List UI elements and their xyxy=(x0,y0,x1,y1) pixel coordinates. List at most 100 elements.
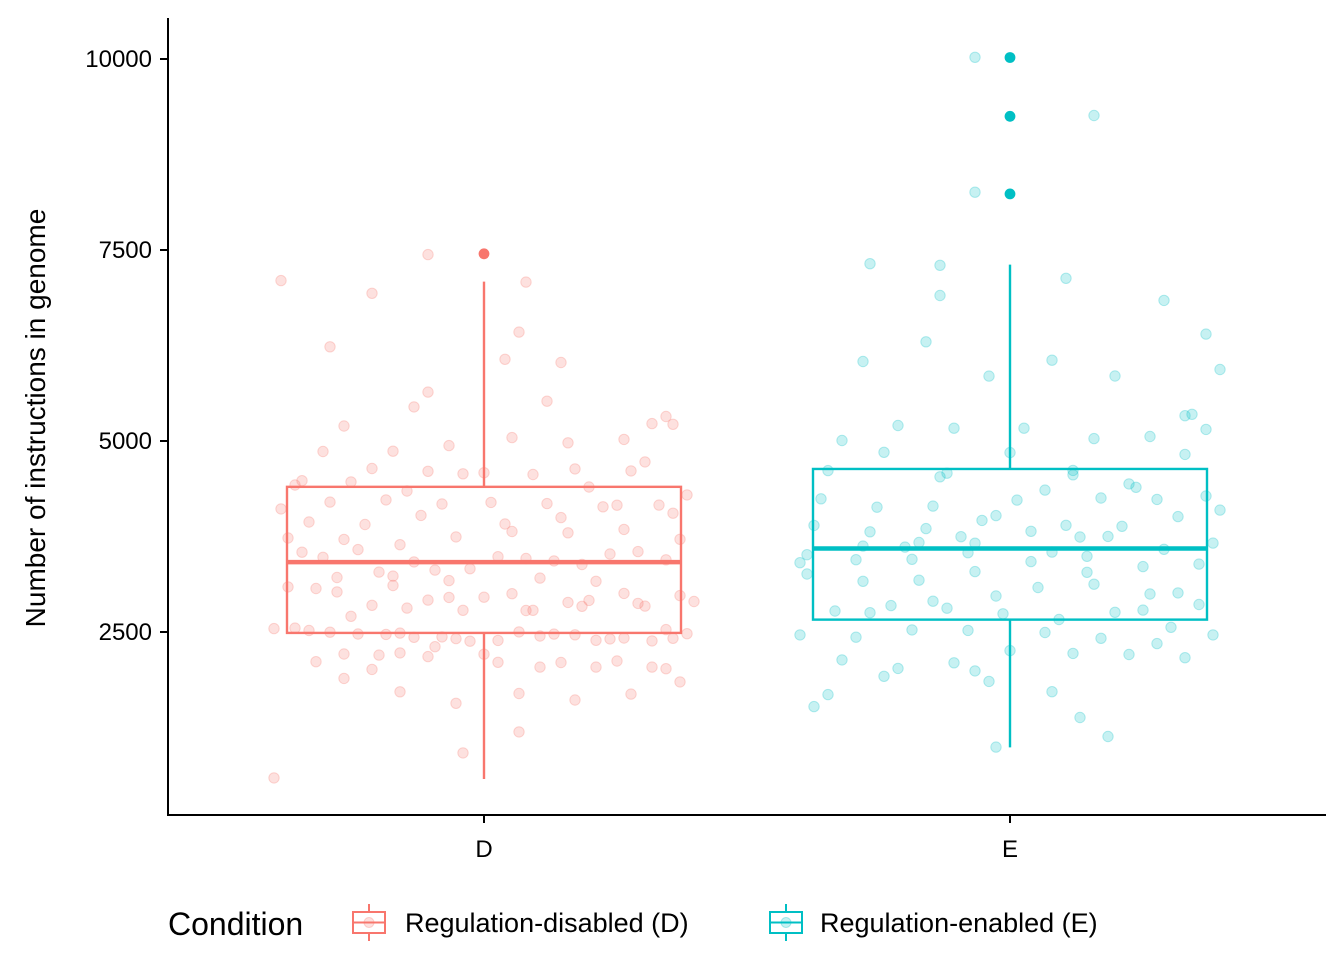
data-point-d xyxy=(604,548,616,560)
data-point-e xyxy=(1144,588,1156,600)
data-point-e xyxy=(836,654,848,666)
data-point-d xyxy=(422,594,434,606)
data-point-e xyxy=(892,419,904,432)
data-point-d xyxy=(443,439,455,452)
data-point-e xyxy=(864,526,876,538)
data-point-d xyxy=(450,697,462,709)
data-point-e xyxy=(1207,629,1219,641)
data-point-d xyxy=(310,656,322,668)
data-point-e xyxy=(892,662,904,675)
data-point-e xyxy=(948,657,960,669)
data-point-e xyxy=(864,258,876,270)
data-point-e xyxy=(1151,493,1163,506)
data-point-d xyxy=(590,575,602,587)
data-point-d xyxy=(541,395,553,407)
data-point-e xyxy=(822,688,834,701)
data-point-d xyxy=(478,591,490,603)
data-point-e xyxy=(1179,410,1191,422)
data-point-d xyxy=(408,401,420,413)
data-point-e xyxy=(1081,550,1093,562)
data-point-e xyxy=(1067,647,1079,660)
legend-key-point xyxy=(363,917,375,928)
boxes-layer xyxy=(285,264,1209,779)
data-point-d xyxy=(366,599,378,611)
data-point-d xyxy=(506,431,518,444)
data-point-e xyxy=(1067,464,1079,477)
data-point-e xyxy=(1060,272,1072,284)
data-point-e xyxy=(1179,652,1191,664)
data-point-e xyxy=(990,741,1002,753)
data-point-e xyxy=(983,370,995,382)
data-point-d xyxy=(422,248,434,261)
data-point-d xyxy=(611,655,623,667)
data-point-d xyxy=(394,647,406,659)
data-point-d xyxy=(394,539,406,551)
data-point-e xyxy=(808,700,820,713)
data-point-d xyxy=(653,499,665,511)
data-point-d xyxy=(555,356,567,369)
data-point-e xyxy=(864,607,876,619)
data-point-d xyxy=(541,497,553,510)
data-point-d xyxy=(667,632,679,644)
data-point-e xyxy=(1116,520,1128,532)
data-point-e xyxy=(1109,606,1121,618)
data-point-e xyxy=(1193,598,1205,611)
data-point-e xyxy=(1060,519,1072,531)
data-point-e xyxy=(1214,363,1226,376)
data-point-d xyxy=(401,602,413,614)
legend-entries: Regulation-disabled (D) Regulation-enable… xyxy=(352,904,1098,941)
data-point-d xyxy=(534,661,546,673)
data-point-d xyxy=(660,410,672,423)
data-point-e xyxy=(1193,558,1205,570)
data-point-e xyxy=(871,501,883,513)
data-point-d xyxy=(569,694,581,706)
data-point-d xyxy=(527,468,539,481)
data-point-d xyxy=(450,531,462,543)
x-tick-label: E xyxy=(1002,836,1018,863)
data-point-e xyxy=(1200,328,1212,340)
data-point-e xyxy=(1109,370,1121,382)
data-point-d xyxy=(527,604,539,616)
data-point-e xyxy=(1151,637,1163,650)
data-point-d xyxy=(366,462,378,475)
data-point-e xyxy=(1179,448,1191,461)
data-point-e xyxy=(836,434,848,447)
data-point-d xyxy=(618,632,630,644)
data-point-d xyxy=(646,417,658,430)
data-point-e xyxy=(794,629,806,641)
y-tick-label: 2500 xyxy=(99,619,152,646)
data-point-e xyxy=(801,549,813,561)
data-point-d xyxy=(324,496,336,508)
data-point-e xyxy=(1032,581,1044,594)
data-point-e xyxy=(794,557,806,569)
data-point-e xyxy=(1025,555,1037,568)
data-point-e xyxy=(920,336,932,348)
data-point-e xyxy=(801,568,813,580)
data-point-d xyxy=(492,634,504,647)
data-point-e xyxy=(1025,525,1037,537)
data-point-e xyxy=(955,531,967,543)
data-point-e xyxy=(983,675,995,688)
data-point-e xyxy=(906,624,918,636)
data-point-e xyxy=(1123,478,1135,490)
box-e xyxy=(811,264,1209,748)
y-tick-label: 7500 xyxy=(99,237,152,264)
data-point-d xyxy=(268,772,280,784)
data-point-d xyxy=(646,661,658,673)
data-point-d xyxy=(387,445,399,457)
legend-label: Regulation-disabled (D) xyxy=(405,908,689,938)
data-point-d xyxy=(380,628,392,641)
data-point-e xyxy=(878,670,890,682)
data-point-d xyxy=(485,496,497,509)
data-point-e xyxy=(1172,510,1184,523)
data-point-e xyxy=(1130,481,1142,493)
data-point-d xyxy=(569,463,581,475)
data-point-e xyxy=(829,605,841,617)
data-point-e xyxy=(857,575,869,587)
data-point-e xyxy=(1046,354,1058,366)
data-point-e xyxy=(1095,492,1107,504)
y-axis-title: Number of instructions in genome xyxy=(20,209,51,628)
data-point-e xyxy=(969,51,981,63)
data-point-e xyxy=(990,590,1002,602)
data-point-e xyxy=(969,565,981,578)
